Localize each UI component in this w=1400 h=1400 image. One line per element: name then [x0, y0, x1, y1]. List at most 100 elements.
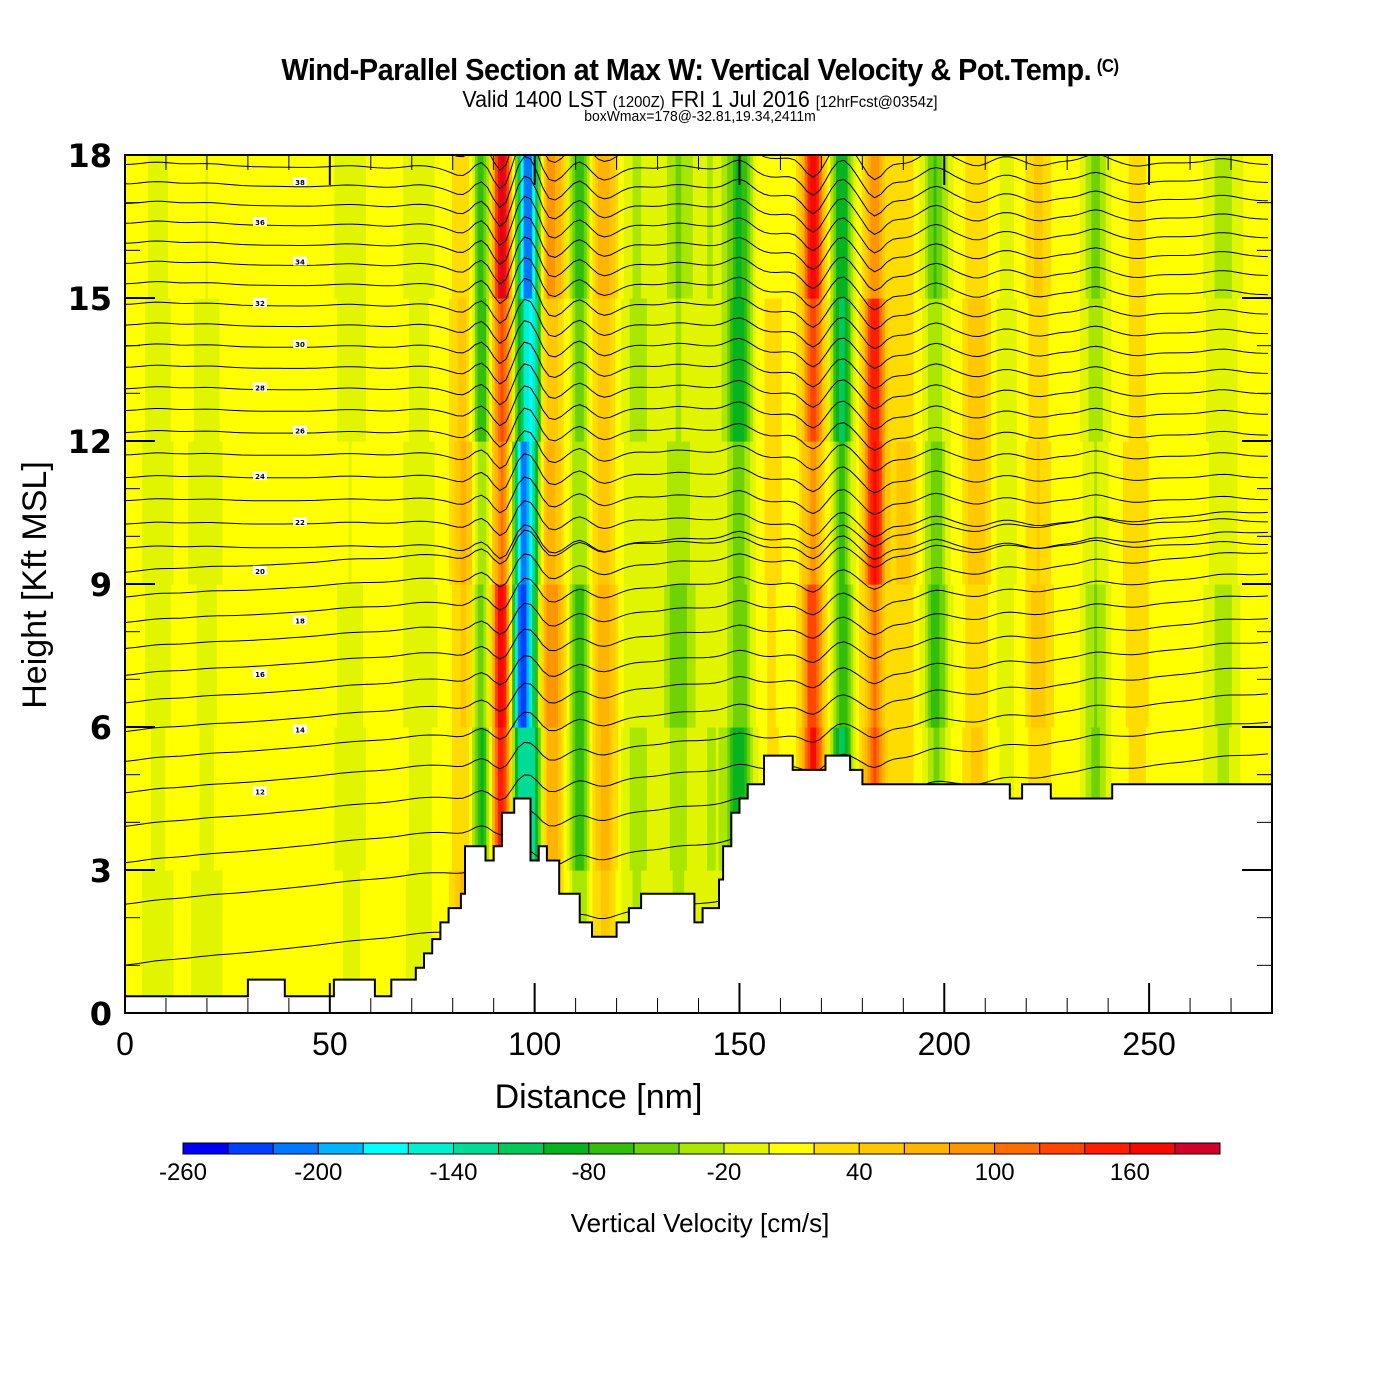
colorbar-swatch [1039, 1142, 1086, 1155]
w-cell [145, 441, 149, 585]
w-cell [675, 155, 680, 299]
w-cell [497, 155, 502, 299]
w-cell [902, 298, 906, 442]
w-cell [368, 727, 373, 871]
w-cell [506, 727, 510, 871]
w-cell [890, 584, 895, 728]
w-cell [139, 584, 143, 728]
w-cell [472, 727, 476, 871]
w-cell [629, 441, 634, 585]
w-cell [477, 155, 482, 299]
w-cell [552, 298, 556, 442]
w-cell [718, 727, 723, 871]
w-cell [302, 298, 307, 442]
w-cell [411, 155, 416, 299]
w-cell [1031, 298, 1035, 442]
w-cell [1013, 298, 1018, 442]
w-cell [712, 584, 717, 728]
w-cell [890, 298, 895, 442]
w-cell [133, 298, 138, 442]
w-cell [790, 155, 794, 299]
w-cell [130, 155, 135, 299]
w-cell [285, 584, 290, 728]
colorbar-tick-label: 40 [846, 1159, 873, 1186]
w-cell [208, 441, 212, 585]
w-cell [365, 441, 370, 585]
w-cell [764, 155, 768, 299]
w-cell [179, 155, 183, 299]
w-cell [397, 441, 401, 585]
w-cell [388, 870, 393, 1013]
w-cell [910, 584, 915, 728]
w-cell [417, 155, 421, 299]
w-cell [196, 870, 201, 1013]
w-cell [741, 298, 745, 442]
w-cell [383, 727, 387, 871]
w-cell [406, 441, 410, 585]
w-cell [563, 155, 568, 299]
x-tick-label: 250 [1122, 1026, 1175, 1062]
w-cell [1016, 298, 1021, 442]
w-cell [1028, 298, 1032, 442]
w-cell [208, 870, 212, 1013]
w-cell [271, 298, 275, 442]
w-cell [308, 298, 312, 442]
w-cell [744, 441, 748, 585]
w-cell [380, 441, 384, 585]
colorbar-swatch [633, 1142, 680, 1155]
contour-label: 26 [293, 425, 307, 436]
w-cell [535, 584, 539, 728]
w-cell [672, 727, 677, 871]
w-cell [844, 298, 849, 442]
w-cell [159, 155, 163, 299]
w-cell [377, 298, 381, 442]
w-cell [477, 727, 482, 871]
w-cell [612, 584, 616, 728]
w-cell [277, 441, 281, 585]
w-cell [388, 441, 393, 585]
w-cell [761, 441, 766, 585]
w-cell [537, 441, 542, 585]
w-cell [922, 584, 926, 728]
w-cell [652, 298, 657, 442]
w-cell [325, 155, 330, 299]
w-cell [506, 155, 510, 299]
w-cell [1200, 584, 1204, 728]
colorbar-swatch [362, 1142, 409, 1155]
w-cell [798, 584, 803, 728]
w-cell [443, 441, 447, 585]
w-cell [595, 441, 599, 585]
w-cell [254, 870, 258, 1013]
w-cell [741, 584, 745, 728]
w-cell [715, 155, 720, 299]
w-cell [377, 441, 381, 585]
theta-contour-line [452, 155, 1268, 181]
w-cell [1002, 584, 1006, 728]
w-cell [646, 584, 651, 728]
w-cell [1056, 584, 1061, 728]
w-cell [242, 441, 247, 585]
w-cell [388, 584, 393, 728]
w-cell [1054, 441, 1058, 585]
w-cell [996, 441, 1001, 585]
w-cell [1214, 155, 1219, 299]
w-cell [1191, 298, 1196, 442]
w-cell [176, 584, 181, 728]
w-cell [317, 727, 321, 871]
w-cell [970, 441, 975, 585]
w-cell [245, 298, 249, 442]
w-cell [127, 298, 132, 442]
w-cell [1102, 584, 1107, 728]
w-cell [239, 441, 244, 585]
w-cell [1088, 155, 1092, 299]
w-cell [297, 870, 301, 1013]
w-cell [385, 870, 390, 1013]
w-cell [649, 298, 654, 442]
w-cell [1013, 441, 1018, 585]
w-cell [1180, 441, 1184, 585]
w-cell [632, 727, 636, 871]
w-cell [288, 298, 292, 442]
w-cell [248, 298, 252, 442]
w-cell [434, 584, 439, 728]
w-cell [712, 441, 717, 585]
